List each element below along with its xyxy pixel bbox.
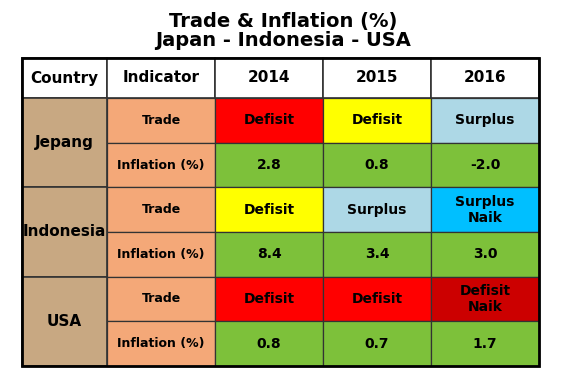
Bar — [22, 98, 107, 187]
Text: Surplus
Naik: Surplus Naik — [455, 194, 514, 225]
Bar — [323, 98, 431, 143]
Bar — [323, 321, 431, 366]
Bar — [215, 58, 323, 98]
Text: 0.8: 0.8 — [365, 158, 389, 172]
Bar — [215, 187, 323, 232]
Text: Defisit: Defisit — [351, 292, 402, 306]
Text: 2014: 2014 — [248, 71, 290, 85]
Bar — [107, 143, 215, 187]
Text: 2016: 2016 — [464, 71, 507, 85]
Text: 3.0: 3.0 — [473, 247, 498, 261]
Bar — [431, 277, 539, 321]
Text: Inflation (%): Inflation (%) — [117, 159, 205, 171]
Text: Surplus: Surplus — [455, 113, 514, 127]
Text: Defisit: Defisit — [243, 203, 294, 217]
Text: USA: USA — [47, 314, 82, 329]
Text: Defisit: Defisit — [243, 113, 294, 127]
Bar — [323, 187, 431, 232]
Text: -2.0: -2.0 — [470, 158, 500, 172]
Text: Defisit: Defisit — [243, 292, 294, 306]
Bar — [22, 187, 107, 277]
Bar — [215, 98, 323, 143]
Text: Trade: Trade — [142, 114, 181, 127]
Bar — [22, 277, 107, 366]
Text: Indonesia: Indonesia — [23, 224, 106, 240]
Bar — [22, 58, 539, 366]
Text: 0.7: 0.7 — [365, 337, 389, 351]
Bar — [215, 321, 323, 366]
Bar — [431, 232, 539, 277]
Text: Inflation (%): Inflation (%) — [117, 248, 205, 261]
Text: Trade: Trade — [142, 203, 181, 216]
Bar — [22, 58, 107, 98]
Text: 8.4: 8.4 — [256, 247, 281, 261]
Text: Surplus: Surplus — [348, 203, 407, 217]
Bar — [431, 321, 539, 366]
Bar — [323, 143, 431, 187]
Bar — [431, 143, 539, 187]
Bar — [107, 232, 215, 277]
Text: Indicator: Indicator — [122, 71, 199, 85]
Text: 1.7: 1.7 — [473, 337, 498, 351]
Bar — [323, 232, 431, 277]
Text: Defisit: Defisit — [351, 113, 402, 127]
Text: Trade: Trade — [142, 293, 181, 305]
Text: 2.8: 2.8 — [256, 158, 281, 172]
Text: 2015: 2015 — [356, 71, 398, 85]
Text: Inflation (%): Inflation (%) — [117, 337, 205, 350]
Text: Japan - Indonesia - USA: Japan - Indonesia - USA — [155, 32, 411, 50]
Text: 3.4: 3.4 — [365, 247, 389, 261]
Bar — [215, 143, 323, 187]
Bar — [107, 187, 215, 232]
Text: Defisit
Naik: Defisit Naik — [460, 284, 511, 314]
Bar — [107, 58, 215, 98]
Bar — [431, 58, 539, 98]
Bar — [107, 98, 215, 143]
Bar — [431, 98, 539, 143]
Bar — [107, 321, 215, 366]
Text: 0.8: 0.8 — [257, 337, 281, 351]
Bar — [215, 277, 323, 321]
Bar — [323, 58, 431, 98]
Bar — [215, 232, 323, 277]
Text: Country: Country — [31, 71, 98, 85]
Text: Jepang: Jepang — [35, 135, 94, 150]
Bar — [431, 187, 539, 232]
Bar — [107, 277, 215, 321]
Bar — [323, 277, 431, 321]
Text: Trade & Inflation (%): Trade & Inflation (%) — [169, 12, 397, 30]
